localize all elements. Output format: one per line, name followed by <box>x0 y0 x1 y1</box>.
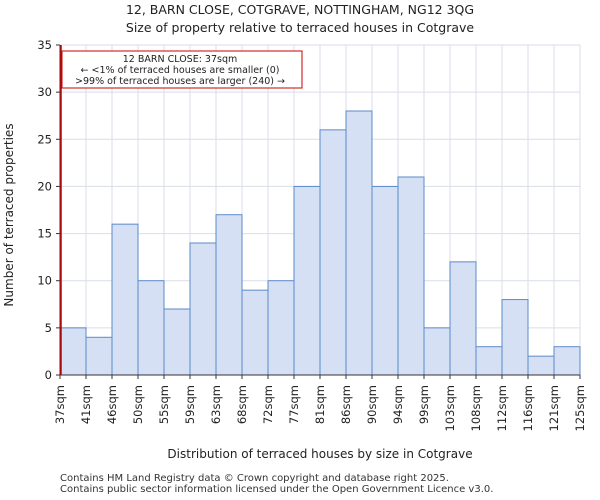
x-tick-label: 116sqm <box>521 385 535 431</box>
x-tick-label: 55sqm <box>157 385 171 424</box>
bar-68sqm <box>241 289 269 376</box>
bar-99sqm <box>423 327 451 376</box>
bar-37sqm <box>59 327 87 376</box>
bar-121sqm <box>553 346 581 376</box>
axes <box>56 44 581 379</box>
x-axis-label: Distribution of terraced houses by size … <box>167 447 472 461</box>
annotation-line-3: >99% of terraced houses are larger (240)… <box>75 76 285 87</box>
y-tick-label: 35 <box>37 38 52 52</box>
x-tick-label: 112sqm <box>495 385 509 431</box>
x-tick-label: 59sqm <box>183 385 197 424</box>
y-tick-label: 5 <box>45 321 52 335</box>
x-tick-label: 90sqm <box>365 385 379 424</box>
x-tick-label: 46sqm <box>105 385 119 424</box>
bar-94sqm <box>397 176 425 376</box>
x-tick-label: 77sqm <box>287 385 301 424</box>
footer-copyright: Contains HM Land Registry data © Crown c… <box>60 473 449 484</box>
x-tick-label: 103sqm <box>443 385 457 431</box>
x-tick-label: 72sqm <box>261 385 275 424</box>
bars <box>59 110 581 376</box>
bar-81sqm <box>319 129 347 376</box>
bar-72sqm <box>267 280 295 376</box>
bar-116sqm <box>527 355 555 376</box>
y-tick-label: 10 <box>37 274 52 288</box>
x-tick-label: 81sqm <box>313 385 327 424</box>
x-tick-label: 50sqm <box>131 385 145 424</box>
histogram-chart: 12, BARN CLOSE, COTGRAVE, NOTTINGHAM, NG… <box>2 2 587 461</box>
chart-title: 12, BARN CLOSE, COTGRAVE, NOTTINGHAM, NG… <box>126 2 474 17</box>
annotation-line-1: 12 BARN CLOSE: 37sqm <box>123 54 238 65</box>
footer-licence: Contains public sector information licen… <box>60 484 494 495</box>
bar-112sqm <box>501 299 529 376</box>
y-tick-label: 25 <box>37 132 52 146</box>
bar-86sqm <box>345 110 373 376</box>
x-tick-label: 86sqm <box>339 385 353 424</box>
x-tick-label: 125sqm <box>573 385 587 431</box>
x-tick-label: 94sqm <box>391 385 405 424</box>
chart-subtitle: Size of property relative to terraced ho… <box>126 20 475 35</box>
x-tick-label: 68sqm <box>235 385 249 424</box>
bar-103sqm <box>449 261 477 376</box>
x-tick-label: 37sqm <box>53 385 67 424</box>
bar-41sqm <box>85 336 113 376</box>
bar-46sqm <box>111 223 139 376</box>
y-axis-label: Number of terraced properties <box>2 123 16 306</box>
x-tick-label: 41sqm <box>79 385 93 424</box>
y-tick-label: 30 <box>37 85 52 99</box>
y-tick-labels: 0 5 10 15 20 25 30 35 <box>37 38 52 382</box>
bar-90sqm <box>371 185 399 376</box>
bar-55sqm <box>163 308 191 376</box>
annotation-box: 12 BARN CLOSE: 37sqm ← <1% of terraced h… <box>61 50 303 89</box>
x-tick-label: 108sqm <box>469 385 483 431</box>
bar-77sqm <box>293 185 321 376</box>
annotation-line-2: ← <1% of terraced houses are smaller (0) <box>81 65 280 76</box>
bar-59sqm <box>189 242 217 376</box>
x-tick-labels: 37sqm 41sqm 46sqm 50sqm 55sqm 59sqm 63sqm 68sqm… <box>53 385 587 431</box>
y-tick-label: 0 <box>45 368 52 382</box>
x-tick-label: 63sqm <box>209 385 223 424</box>
y-tick-label: 15 <box>37 227 52 241</box>
bar-63sqm <box>215 214 243 376</box>
bar-108sqm <box>475 346 503 376</box>
x-tick-label: 99sqm <box>417 385 431 424</box>
bar-50sqm <box>137 280 165 376</box>
x-tick-label: 121sqm <box>547 385 561 431</box>
y-tick-label: 20 <box>37 179 52 193</box>
